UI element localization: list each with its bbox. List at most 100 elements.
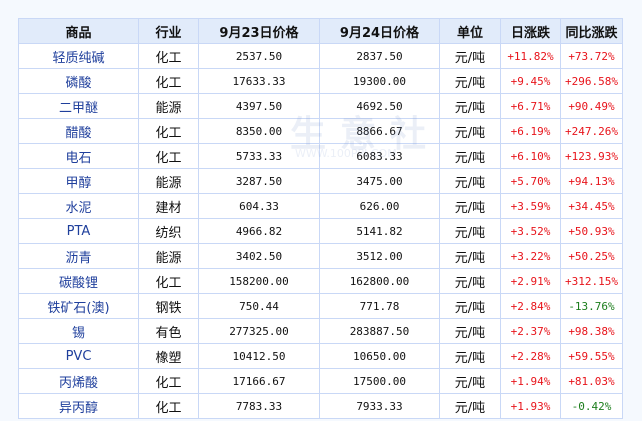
price-sep24-cell: 2837.50 xyxy=(319,43,440,69)
unit-cell: 元/吨 xyxy=(439,268,501,294)
unit-cell: 元/吨 xyxy=(439,243,501,269)
product-link[interactable]: 磷酸 xyxy=(18,68,139,94)
daily-change-cell: +5.70% xyxy=(500,168,561,194)
table-row: 电石 化工 5733.33 6083.33 元/吨 +6.10% +123.93% xyxy=(18,143,623,169)
table-row: 醋酸 化工 8350.00 8866.67 元/吨 +6.19% +247.26% xyxy=(18,118,623,144)
unit-cell: 元/吨 xyxy=(439,393,501,419)
industry-cell: 建材 xyxy=(138,193,199,219)
unit-cell: 元/吨 xyxy=(439,343,501,369)
product-link[interactable]: 二甲醚 xyxy=(18,93,139,119)
table-row: 二甲醚 能源 4397.50 4692.50 元/吨 +6.71% +90.49% xyxy=(18,93,623,119)
price-sep23-cell: 604.33 xyxy=(198,193,320,219)
price-sep23-cell: 10412.50 xyxy=(198,343,320,369)
price-sep23-cell: 750.44 xyxy=(198,293,320,319)
daily-change-cell: +2.37% xyxy=(500,318,561,344)
industry-cell: 橡塑 xyxy=(138,343,199,369)
yoy-change-cell: -13.76% xyxy=(560,293,623,319)
header-price-sep24: 9月24日价格 xyxy=(319,18,440,44)
yoy-change-cell: +50.93% xyxy=(560,218,623,244)
daily-change-cell: +1.94% xyxy=(500,368,561,394)
price-sep23-cell: 17166.67 xyxy=(198,368,320,394)
table-row: 磷酸 化工 17633.33 19300.00 元/吨 +9.45% +296.58% xyxy=(18,68,623,94)
daily-change-cell: +2.84% xyxy=(500,293,561,319)
industry-cell: 化工 xyxy=(138,118,199,144)
yoy-change-cell: +73.72% xyxy=(560,43,623,69)
unit-cell: 元/吨 xyxy=(439,118,501,144)
product-link[interactable]: 锡 xyxy=(18,318,139,344)
product-link[interactable]: 铁矿石(澳) xyxy=(18,293,139,319)
daily-change-cell: +2.91% xyxy=(500,268,561,294)
daily-change-cell: +6.10% xyxy=(500,143,561,169)
price-sep23-cell: 2537.50 xyxy=(198,43,320,69)
product-link[interactable]: 醋酸 xyxy=(18,118,139,144)
product-link[interactable]: 丙烯酸 xyxy=(18,368,139,394)
header-yoy-change: 同比涨跌 xyxy=(560,18,623,44)
price-sep24-cell: 162800.00 xyxy=(319,268,440,294)
unit-cell: 元/吨 xyxy=(439,218,501,244)
unit-cell: 元/吨 xyxy=(439,293,501,319)
table-row: 碳酸锂 化工 158200.00 162800.00 元/吨 +2.91% +312.15% xyxy=(18,268,623,294)
product-link[interactable]: 甲醇 xyxy=(18,168,139,194)
daily-change-cell: +1.93% xyxy=(500,393,561,419)
price-sep23-cell: 277325.00 xyxy=(198,318,320,344)
product-link[interactable]: PVC xyxy=(18,343,139,369)
industry-cell: 化工 xyxy=(138,43,199,69)
yoy-change-cell: -0.42% xyxy=(560,393,623,419)
product-link[interactable]: 水泥 xyxy=(18,193,139,219)
header-product: 商品 xyxy=(18,18,139,44)
price-sep24-cell: 626.00 xyxy=(319,193,440,219)
price-sep24-cell: 5141.82 xyxy=(319,218,440,244)
table-row: 异丙醇 化工 7783.33 7933.33 元/吨 +1.93% -0.42% xyxy=(18,393,623,419)
table-row: 水泥 建材 604.33 626.00 元/吨 +3.59% +34.45% xyxy=(18,193,623,219)
product-link[interactable]: 碳酸锂 xyxy=(18,268,139,294)
product-link[interactable]: 沥青 xyxy=(18,243,139,269)
price-sep23-cell: 4966.82 xyxy=(198,218,320,244)
industry-cell: 钢铁 xyxy=(138,293,199,319)
industry-cell: 化工 xyxy=(138,68,199,94)
price-sep23-cell: 3287.50 xyxy=(198,168,320,194)
table-row: 铁矿石(澳) 钢铁 750.44 771.78 元/吨 +2.84% -13.76% xyxy=(18,293,623,319)
table-row: PVC 橡塑 10412.50 10650.00 元/吨 +2.28% +59.55% xyxy=(18,343,623,369)
unit-cell: 元/吨 xyxy=(439,368,501,394)
yoy-change-cell: +81.03% xyxy=(560,368,623,394)
price-sep24-cell: 7933.33 xyxy=(319,393,440,419)
price-sep23-cell: 7783.33 xyxy=(198,393,320,419)
header-industry: 行业 xyxy=(138,18,199,44)
yoy-change-cell: +94.13% xyxy=(560,168,623,194)
price-sep24-cell: 10650.00 xyxy=(319,343,440,369)
daily-change-cell: +3.22% xyxy=(500,243,561,269)
industry-cell: 能源 xyxy=(138,168,199,194)
price-sep24-cell: 4692.50 xyxy=(319,93,440,119)
price-sep24-cell: 771.78 xyxy=(319,293,440,319)
daily-change-cell: +2.28% xyxy=(500,343,561,369)
unit-cell: 元/吨 xyxy=(439,43,501,69)
price-sep24-cell: 283887.50 xyxy=(319,318,440,344)
daily-change-cell: +3.52% xyxy=(500,218,561,244)
yoy-change-cell: +247.26% xyxy=(560,118,623,144)
table-row: 锡有色 277325.00 283887.50 元/吨 +2.37% +98.38% xyxy=(18,318,623,344)
industry-cell: 化工 xyxy=(138,143,199,169)
price-sep24-cell: 8866.67 xyxy=(319,118,440,144)
yoy-change-cell: +296.58% xyxy=(560,68,623,94)
yoy-change-cell: +50.25% xyxy=(560,243,623,269)
price-sep23-cell: 3402.50 xyxy=(198,243,320,269)
industry-cell: 化工 xyxy=(138,393,199,419)
table-row: PTA 纺织 4966.82 5141.82 元/吨 +3.52% +50.93% xyxy=(18,218,623,244)
price-sep23-cell: 5733.33 xyxy=(198,143,320,169)
daily-change-cell: +9.45% xyxy=(500,68,561,94)
daily-change-cell: +11.82% xyxy=(500,43,561,69)
yoy-change-cell: +98.38% xyxy=(560,318,623,344)
product-link[interactable]: PTA xyxy=(18,218,139,244)
price-sep24-cell: 3512.00 xyxy=(319,243,440,269)
yoy-change-cell: +59.55% xyxy=(560,343,623,369)
price-sep23-cell: 17633.33 xyxy=(198,68,320,94)
table-row: 甲醇 能源 3287.50 3475.00 元/吨 +5.70% +94.13% xyxy=(18,168,623,194)
product-link[interactable]: 电石 xyxy=(18,143,139,169)
industry-cell: 化工 xyxy=(138,268,199,294)
product-link[interactable]: 异丙醇 xyxy=(18,393,139,419)
yoy-change-cell: +34.45% xyxy=(560,193,623,219)
product-link[interactable]: 轻质纯碱 xyxy=(18,43,139,69)
table-row: 轻质纯碱 化工 2537.50 2837.50 元/吨 +11.82% +73.72% xyxy=(18,43,623,69)
industry-cell: 能源 xyxy=(138,93,199,119)
yoy-change-cell: +123.93% xyxy=(560,143,623,169)
